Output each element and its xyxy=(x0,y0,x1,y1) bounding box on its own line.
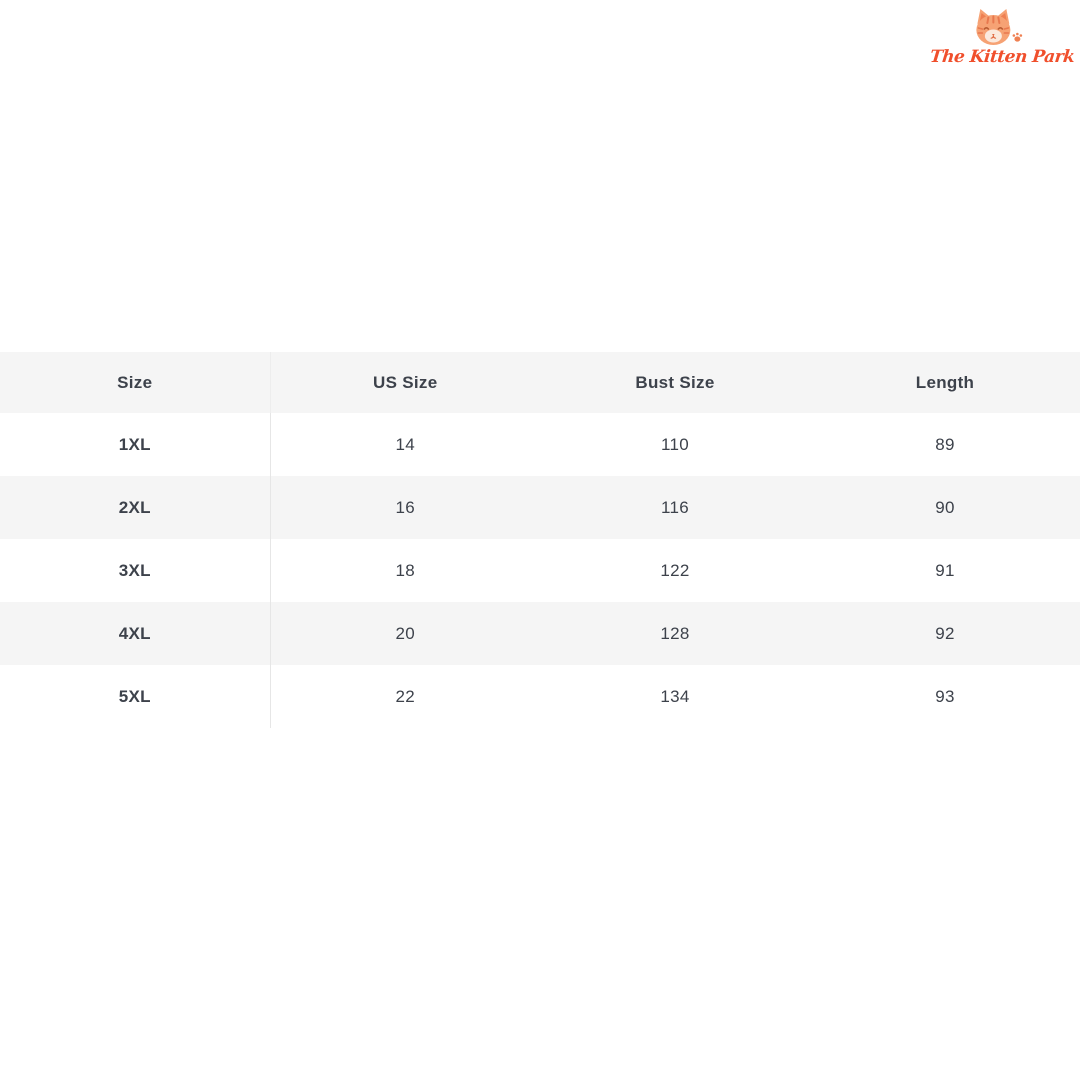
cell-size: 1XL xyxy=(0,413,271,476)
table-row: 3XL 18 122 91 xyxy=(0,539,1080,602)
cell-bust-size: 134 xyxy=(540,665,810,728)
cell-size: 4XL xyxy=(0,602,271,665)
cell-bust-size: 110 xyxy=(540,413,810,476)
cell-bust-size: 122 xyxy=(540,539,810,602)
cat-face-icon xyxy=(976,9,1023,45)
cell-length: 89 xyxy=(810,413,1080,476)
cell-bust-size: 128 xyxy=(540,602,810,665)
size-chart-header: Size US Size Bust Size Length xyxy=(0,352,1080,413)
cat-head xyxy=(976,9,1011,45)
paw-print-icon xyxy=(1012,32,1023,42)
column-header-us-size: US Size xyxy=(270,352,540,413)
table-row: 5XL 22 134 93 xyxy=(0,665,1080,728)
header-row: Size US Size Bust Size Length xyxy=(0,352,1080,413)
table-row: 4XL 20 128 92 xyxy=(0,602,1080,665)
brand-name: The Kitten Park xyxy=(928,47,1076,67)
column-header-length: Length xyxy=(810,352,1080,413)
column-header-bust-size: Bust Size xyxy=(540,352,810,413)
brand-logo: The Kitten Park xyxy=(928,6,1076,68)
cell-size: 3XL xyxy=(0,539,271,602)
cell-length: 90 xyxy=(810,476,1080,539)
table-row: 2XL 16 116 90 xyxy=(0,476,1080,539)
size-chart-table: Size US Size Bust Size Length 1XL 14 110… xyxy=(0,352,1080,728)
column-header-size: Size xyxy=(0,352,271,413)
table-row: 1XL 14 110 89 xyxy=(0,413,1080,476)
cell-size: 2XL xyxy=(0,476,271,539)
cell-bust-size: 116 xyxy=(540,476,810,539)
cell-size: 5XL xyxy=(0,665,271,728)
cell-us-size: 22 xyxy=(270,665,540,728)
cell-us-size: 20 xyxy=(270,602,540,665)
size-chart-body: 1XL 14 110 89 2XL 16 116 90 3XL 18 122 9… xyxy=(0,413,1080,728)
cell-length: 92 xyxy=(810,602,1080,665)
cell-us-size: 16 xyxy=(270,476,540,539)
logo-icon-wrap xyxy=(930,6,1070,46)
cell-length: 93 xyxy=(810,665,1080,728)
cell-us-size: 18 xyxy=(270,539,540,602)
cell-length: 91 xyxy=(810,539,1080,602)
cell-us-size: 14 xyxy=(270,413,540,476)
